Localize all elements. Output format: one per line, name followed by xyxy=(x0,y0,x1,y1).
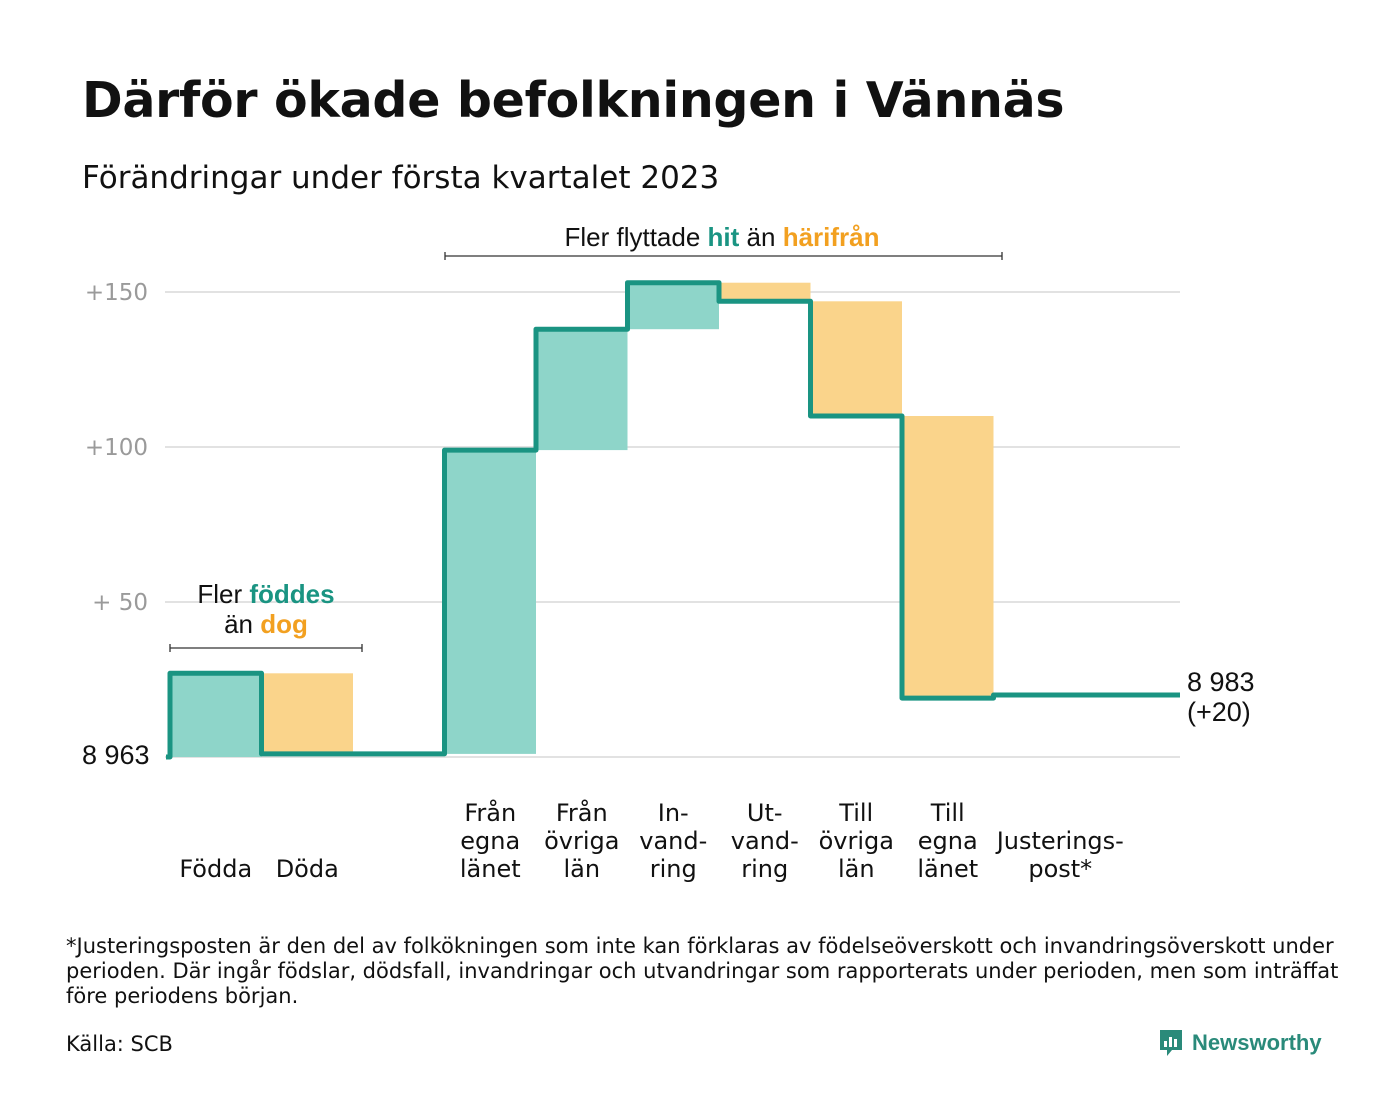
chart-title: Därför ökade befolkningen i Vännäs xyxy=(82,72,1065,129)
bar-decrease xyxy=(719,282,811,302)
start-value-label: 8 963 xyxy=(82,740,150,770)
footnote: *Justeringsposten är den del av folkökni… xyxy=(66,934,1339,1008)
annotation-migration-text: Fler flyttade hit än härifrån xyxy=(564,222,879,252)
bar-decrease xyxy=(261,673,353,754)
category-label: post* xyxy=(1028,855,1092,883)
category-label: egna xyxy=(918,827,978,855)
newsworthy-logo-icon xyxy=(1160,1030,1182,1056)
category-label: Från xyxy=(556,798,608,827)
bar-decrease xyxy=(810,301,902,416)
category-label: länet xyxy=(917,855,978,883)
step-line-path xyxy=(166,280,1180,760)
category-label: län xyxy=(838,855,875,883)
bar-increase xyxy=(627,282,719,330)
y-axis-ticks: + 50 +100 +150 xyxy=(85,280,148,616)
end-value-label: 8 983 xyxy=(1187,667,1255,697)
bars xyxy=(170,282,994,757)
annotation-births-line2: än dog xyxy=(224,609,308,639)
bar-increase xyxy=(536,329,628,451)
category-label: ring xyxy=(650,855,697,883)
category-label: Till xyxy=(838,799,873,827)
annotation-migration-bracket xyxy=(444,252,1003,260)
brand-name: Newsworthy xyxy=(1192,1030,1322,1055)
category-labels: Födda DödaFrånegnalänetFrånövrigalänIn-va… xyxy=(179,798,1123,883)
end-change-label: (+20) xyxy=(1187,697,1251,727)
category-label: Till xyxy=(930,799,965,827)
y-tick-label: + 50 xyxy=(92,590,148,616)
bar-increase xyxy=(444,450,536,754)
annotation-births: Fler föddes än dog xyxy=(169,579,363,652)
category-label: Justerings- xyxy=(995,827,1124,855)
category-label: vand- xyxy=(731,827,799,855)
category-label: Från xyxy=(464,798,516,827)
bar-decrease xyxy=(902,416,994,699)
y-tick-label: +150 xyxy=(85,280,148,306)
chart-subtitle: Förändringar under första kvartalet 2023 xyxy=(82,160,720,196)
annotation-births-line1: Fler föddes xyxy=(197,579,334,609)
category-label: Ut- xyxy=(747,799,783,827)
bar-increase xyxy=(170,673,262,757)
waterfall-chart: + 50+100+150 Födda DödaFrånegnalänetFrånö… xyxy=(82,222,1255,883)
annotation-migration: Fler flyttade hit än härifrån xyxy=(444,222,1003,260)
y-tick-label: +100 xyxy=(85,435,148,461)
step-line xyxy=(166,280,1180,760)
category-label: In- xyxy=(658,799,689,827)
source-label: Källa: SCB xyxy=(66,1032,173,1056)
brand: Newsworthy xyxy=(1158,1028,1322,1058)
category-label: vand- xyxy=(639,827,707,855)
category-label: län xyxy=(563,855,600,883)
category-label: egna xyxy=(460,827,520,855)
annotation-births-bracket xyxy=(169,644,363,652)
category-label: länet xyxy=(460,855,521,883)
category-label: övriga xyxy=(544,827,619,855)
category-label: Döda xyxy=(276,855,339,883)
category-label: övriga xyxy=(819,827,894,855)
category-label: ring xyxy=(741,855,788,883)
category-label: Födda xyxy=(179,855,252,883)
